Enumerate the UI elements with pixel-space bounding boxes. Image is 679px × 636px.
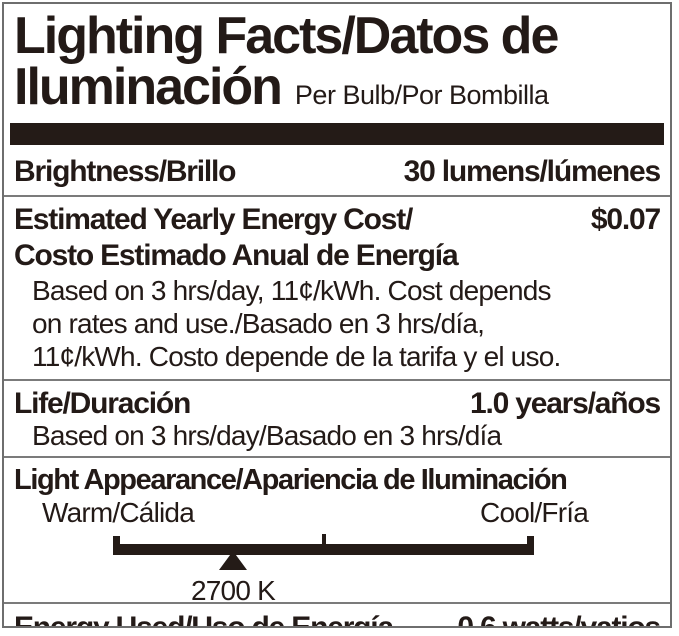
per-bulb-subtitle: Per Bulb/Por Bombilla — [294, 80, 549, 110]
life-section: Life/Duración 1.0 years/años Based on 3 … — [4, 381, 670, 456]
life-row: Life/Duración 1.0 years/años — [14, 387, 661, 420]
energy-cost-row: Estimated Yearly Energy Cost/ $0.07 — [14, 202, 661, 238]
energy-used-value: 0.6 watts/vatios — [457, 611, 661, 628]
energy-cost-note-line1: Based on 3 hrs/day, 11¢/kWh. Cost depend… — [32, 275, 552, 306]
label-header: Lighting Facts/Datos de Iluminación Per B… — [4, 4, 670, 120]
scale-bar — [113, 544, 534, 555]
life-label: Life/Duración — [14, 387, 191, 420]
divider — [4, 195, 670, 197]
energy-cost-value: $0.07 — [590, 203, 661, 236]
light-appearance-section: Light Appearance/Apariencia de Iluminaci… — [4, 458, 670, 606]
light-appearance-label: Light Appearance/Apariencia de Iluminaci… — [14, 464, 568, 496]
brightness-label: Brightness/Brillo — [14, 155, 237, 188]
scale-marker-triangle — [218, 551, 247, 570]
energy-cost-label-line2: Costo Estimado Anual de Energía — [14, 239, 459, 272]
scale-marker-label: 2700 K — [191, 575, 276, 606]
divider — [4, 379, 670, 381]
energy-cost-label-line2-row: Costo Estimado Anual de Energía — [14, 238, 660, 274]
lighting-facts-label: Lighting Facts/Datos de Iluminación Per B… — [2, 2, 672, 628]
divider — [4, 602, 670, 604]
energy-used-row: Energy Used/Uso de Energía 0.6 watts/vat… — [4, 604, 670, 628]
energy-used-label: Energy Used/Uso de Energía — [14, 611, 394, 628]
energy-cost-note-line3: 11¢/kWh. Costo depende de la tarifa y el… — [32, 341, 561, 372]
energy-cost-note-line2: on rates and use./Basado en 3 hrs/día, — [32, 308, 485, 339]
label-title-line1: Lighting Facts/Datos de — [14, 7, 559, 65]
life-value: 1.0 years/años — [469, 387, 661, 420]
divider — [4, 456, 670, 458]
life-note: Based on 3 hrs/day/Basado en 3 hrs/día — [32, 420, 502, 451]
header-separator-bar — [10, 123, 664, 145]
kelvin-scale-track: 2700 K — [113, 534, 534, 606]
cool-label: Cool/Fría — [480, 497, 589, 528]
label-title-line2-text: Iluminación — [14, 58, 283, 116]
energy-cost-label-line1: Estimated Yearly Energy Cost/ — [14, 203, 413, 236]
kelvin-scale: 2700 K — [14, 528, 660, 606]
light-appearance-sublabels: Warm/Cálida Cool/Fría — [14, 497, 660, 528]
energy-cost-section: Estimated Yearly Energy Cost/ $0.07 Cost… — [4, 197, 670, 379]
label-title-line2: Iluminación Per Bulb/Por Bombilla — [14, 61, 662, 120]
warm-label: Warm/Cálida — [42, 497, 195, 528]
brightness-value: 30 lumens/lúmenes — [403, 155, 662, 188]
brightness-row: Brightness/Brillo 30 lumens/lúmenes — [4, 145, 670, 195]
